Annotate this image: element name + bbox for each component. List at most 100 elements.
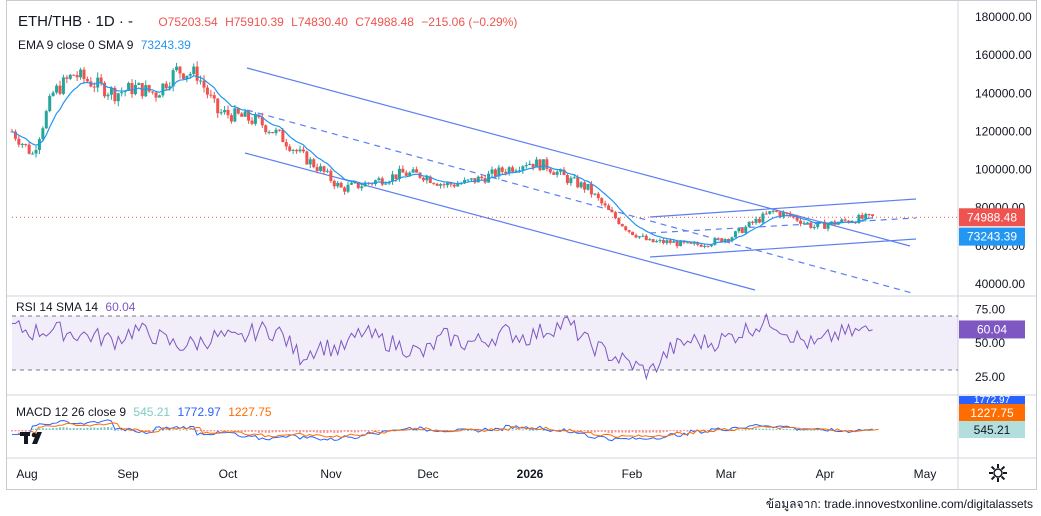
candle-body bbox=[552, 172, 556, 175]
macd-histogram-bar bbox=[820, 429, 823, 431]
candle-body bbox=[840, 219, 844, 223]
candle-body bbox=[85, 79, 89, 82]
candle-body bbox=[31, 153, 35, 155]
candle-body bbox=[555, 171, 559, 175]
macd-histogram-bar bbox=[809, 429, 812, 431]
macd-hist-badge-label: 545.21 bbox=[974, 423, 1011, 437]
candle-body bbox=[490, 169, 494, 174]
macd-histogram-bar bbox=[86, 427, 89, 430]
macd-histogram-bar bbox=[175, 428, 178, 430]
macd-histogram-bar bbox=[624, 430, 627, 433]
macd-histogram-bar bbox=[89, 427, 92, 430]
candle-body bbox=[843, 219, 847, 221]
time-axis-label: Dec bbox=[417, 467, 438, 481]
candle-body bbox=[212, 95, 216, 99]
candle-body bbox=[291, 149, 295, 151]
ema-legend[interactable]: EMA 9 close 0 SMA 9 73243.39 bbox=[18, 38, 195, 52]
macd-histogram-bar bbox=[779, 428, 781, 430]
macd-histogram-bar bbox=[422, 429, 425, 431]
candle-body bbox=[559, 169, 563, 172]
rsi-legend[interactable]: RSI 14 SMA 14 60.04 bbox=[16, 300, 139, 314]
candle-body bbox=[356, 182, 360, 189]
candle-body bbox=[343, 187, 347, 192]
candle-body bbox=[34, 149, 38, 154]
rsi-value: 60.04 bbox=[105, 300, 136, 314]
macd-histogram-bar bbox=[127, 429, 130, 431]
macd-histogram-bar bbox=[353, 430, 356, 433]
candle-body bbox=[617, 218, 621, 224]
candle-body bbox=[706, 245, 710, 247]
candle-body bbox=[823, 221, 827, 229]
macd-histogram-bar bbox=[521, 429, 524, 431]
candle-body bbox=[610, 209, 614, 213]
candle-body bbox=[411, 169, 415, 173]
candle-body bbox=[250, 120, 254, 124]
candle-body bbox=[154, 92, 158, 98]
symbol-title[interactable]: ETH/THB · 1D · - bbox=[18, 13, 133, 30]
macd-histogram-bar bbox=[857, 429, 860, 431]
macd-histogram-bar bbox=[621, 430, 624, 433]
candle-body bbox=[723, 238, 727, 242]
macd-histogram-bar bbox=[374, 430, 377, 432]
macd-histogram-bar bbox=[583, 430, 586, 431]
candle-body bbox=[655, 241, 659, 243]
rsi-pane bbox=[11, 312, 958, 381]
candle-body bbox=[312, 159, 316, 168]
macd-histogram-bar bbox=[237, 430, 240, 432]
candle-body bbox=[487, 173, 491, 183]
ema-label: EMA 9 close 0 SMA 9 bbox=[18, 38, 134, 52]
macd-histogram-bar bbox=[48, 428, 51, 430]
candle-body bbox=[809, 222, 813, 228]
chart-canvas[interactable]: 180000.00 160000.00 140000.00 120000.00 1000… bbox=[0, 0, 1041, 490]
macd-histogram-bar bbox=[518, 429, 521, 431]
macd-histogram-bar bbox=[100, 427, 103, 430]
candle-body bbox=[860, 214, 864, 219]
macd-legend[interactable]: MACD 12 26 close 9 545.21 1772.97 1227.7… bbox=[16, 405, 276, 419]
candle-body bbox=[120, 92, 124, 94]
macd-histogram-bar bbox=[467, 429, 469, 431]
candle-body bbox=[151, 91, 155, 93]
macd-histogram-bar bbox=[645, 430, 648, 433]
candle-body bbox=[202, 80, 206, 88]
macd-histogram-bar bbox=[700, 430, 703, 431]
macd-histogram-bar bbox=[816, 429, 819, 431]
candle-body bbox=[185, 75, 189, 79]
macd-badge bbox=[959, 396, 1025, 404]
candle-body bbox=[589, 184, 593, 195]
macd-histogram-bar bbox=[628, 430, 631, 433]
macd-histogram-bar bbox=[659, 430, 661, 433]
candle-body bbox=[233, 108, 237, 122]
candle-body bbox=[20, 144, 24, 146]
candle-body bbox=[171, 70, 175, 87]
candle-body bbox=[377, 178, 381, 181]
candle-body bbox=[569, 177, 573, 184]
ohlc-open: O75203.54 bbox=[158, 15, 218, 29]
candle-body bbox=[75, 75, 79, 78]
time-axis-label: Apr bbox=[816, 467, 835, 481]
macd-histogram-bar bbox=[264, 430, 267, 433]
macd-histogram-bar bbox=[617, 430, 620, 433]
macd-histogram-bar bbox=[542, 429, 545, 431]
macd-histogram-bar bbox=[758, 428, 761, 430]
candle-body bbox=[709, 244, 713, 247]
macd-histogram-bar bbox=[713, 429, 716, 431]
macd-histogram-bar bbox=[412, 429, 415, 431]
macd-histogram-bar bbox=[295, 430, 298, 432]
macd-histogram-bar bbox=[120, 429, 123, 431]
macd-histogram-bar bbox=[161, 429, 164, 431]
macd-histogram-bar bbox=[511, 429, 514, 431]
settings-gear-icon[interactable] bbox=[988, 463, 1008, 483]
candle-body bbox=[109, 87, 113, 95]
candle-body bbox=[442, 184, 446, 186]
candle-body bbox=[329, 170, 333, 181]
macd-histogram-bar bbox=[223, 430, 226, 431]
macd-histogram-bar bbox=[580, 430, 583, 431]
macd-histogram-bar bbox=[535, 429, 538, 431]
candle-body bbox=[511, 167, 515, 172]
macd-histogram-bar bbox=[792, 429, 795, 431]
tradingview-logo[interactable] bbox=[20, 430, 46, 446]
candle-body bbox=[17, 138, 21, 145]
candle-body bbox=[624, 226, 628, 231]
ohlc-close: C74988.48 bbox=[355, 15, 414, 29]
candle-body bbox=[507, 167, 511, 174]
